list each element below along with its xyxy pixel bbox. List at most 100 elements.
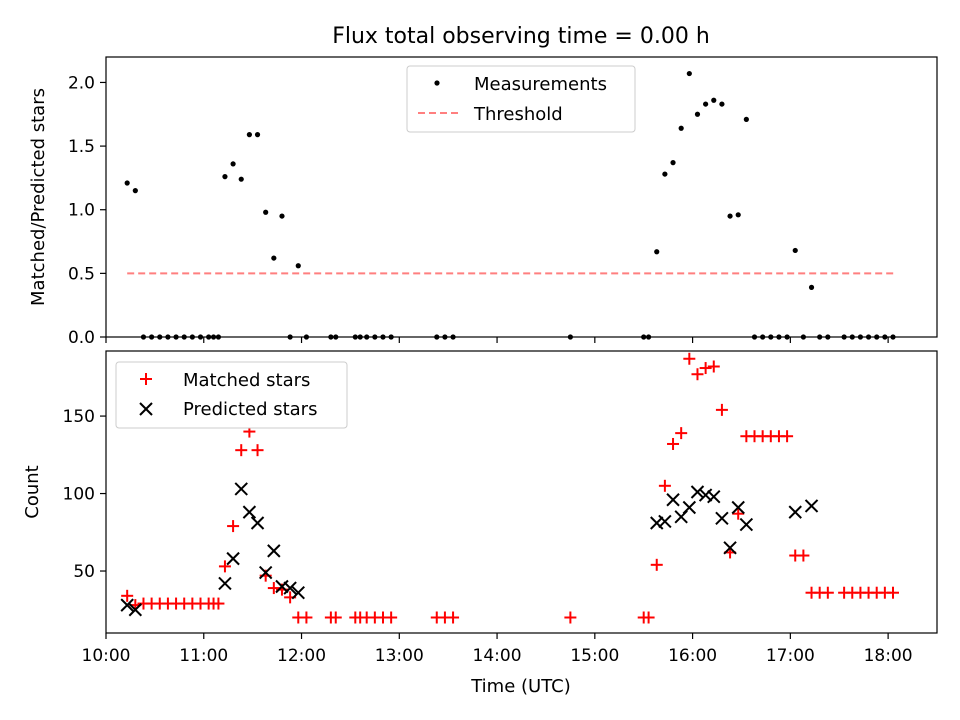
matched-stars-point [329,611,342,624]
matched-stars-point [385,611,398,624]
matched-stars-point [642,611,655,624]
predicted-stars-point [707,489,721,504]
x-tick-label: 15:00 [570,646,619,666]
predicted-stars-point [128,603,143,617]
matched-stars-point [887,586,900,599]
measurements-legend-marker [434,80,440,86]
count-y-tick-label: 100 [63,485,95,505]
matched-stars-point [667,437,680,450]
predicted-stars-point [258,565,273,580]
measurements-point [238,176,244,182]
matched-stars-point [691,368,704,381]
ratio-legend: Measurements Threshold [406,65,636,133]
ratio-y-tick-label: 2.0 [68,73,95,93]
measurements-point [703,101,709,107]
measurements-point [263,209,269,215]
predicted-stars-point [715,511,729,526]
x-tick-label: 16:00 [668,646,717,666]
matched-stars-legend-marker [140,373,152,385]
ratio-y-axis-label: Matched/Predicted stars [28,88,49,306]
measurements-point [654,249,660,255]
measurements-legend-label: Measurements [474,74,607,95]
matched-stars-point [300,611,313,624]
predicted-stars-point [739,517,754,532]
matched-stars-point [121,589,134,602]
measurements-point [222,174,228,180]
matched-stars-point [658,479,671,492]
ratio-legend-box [406,65,636,133]
predicted-stars-point [267,544,281,558]
matched-stars-point [781,430,794,443]
predicted-stars-point [291,586,305,600]
matched-stars-point [797,549,810,562]
count-y-tick-label: 150 [63,407,95,427]
x-tick-label: 17:00 [766,646,815,666]
matched-stars-point [821,586,834,599]
ratio-y-tick-label: 1.5 [68,137,95,157]
count-legend-box [115,361,348,429]
matched-stars-point [251,444,264,457]
matched-stars-point [715,403,728,416]
predicted-stars-legend-label: Predicted stars [183,399,317,420]
threshold-legend-label: Threshold [473,104,563,125]
predicted-stars-point [788,505,802,519]
predicted-stars-legend-marker [139,402,153,416]
predicted-stars-point [250,516,265,530]
measurements-point [735,212,741,218]
matched-stars-point [227,520,240,533]
predicted-stars-point [658,514,672,529]
predicted-stars-point [723,541,737,555]
x-tick-label: 13:00 [375,646,424,666]
count-panel: Count Time (UTC) Matched stars Predicted… [22,350,938,697]
matched-stars-point [675,427,688,440]
ratio-plot-frame [105,56,938,338]
matched-stars-point [732,507,745,520]
count-plot-frame [105,350,938,634]
predicted-stars-point [120,598,134,612]
predicted-stars-point [682,500,697,515]
matched-stars-point [564,611,577,624]
measurements-point [132,188,138,194]
measurements-point [792,247,798,254]
measurements-point [124,180,130,186]
x-tick-label: 14:00 [473,646,522,666]
measurements-point [727,213,733,219]
ratio-y-tick-label: 1.0 [68,201,95,221]
x-axis-label: Time (UTC) [470,676,571,697]
measurements-point [694,111,701,117]
x-tick-label: 10:00 [82,646,131,666]
measurements-point [808,284,815,290]
matched-stars-point [218,560,231,573]
ratio-panel: Matched/Predicted stars Measurements Thr… [28,56,938,340]
measurements-point [254,132,261,138]
measurements-point [678,125,684,131]
matched-stars-point [699,362,712,375]
matched-stars-point [267,582,280,595]
matched-stars-point [447,611,460,624]
count-y-tick-label: 50 [73,562,95,582]
predicted-stars-point [234,482,248,496]
x-tick-label: 12:00 [277,646,326,666]
predicted-stars-point [690,485,705,499]
count-legend: Matched stars Predicted stars [115,361,348,429]
matched-stars-point [707,360,720,373]
matched-stars-point [683,352,696,365]
x-tick-label: 11:00 [179,646,228,666]
measurements-point [295,263,301,269]
measurements-point [743,116,749,122]
predicted-stars-point [666,493,680,507]
count-plot-marks [120,352,900,624]
measurements-point [711,97,717,103]
predicted-stars-point [731,500,745,515]
measurements-point [662,171,668,177]
predicted-stars-point [242,505,257,519]
ratio-y-tick-label: 0.0 [68,328,95,348]
measurements-point [670,160,676,166]
measurements-point [719,101,725,107]
measurements-point [246,132,252,138]
x-tick-label: 18:00 [864,646,913,666]
predicted-stars-point [804,499,819,513]
matched-stars-legend-label: Matched stars [183,370,310,391]
measurements-point [230,161,236,167]
